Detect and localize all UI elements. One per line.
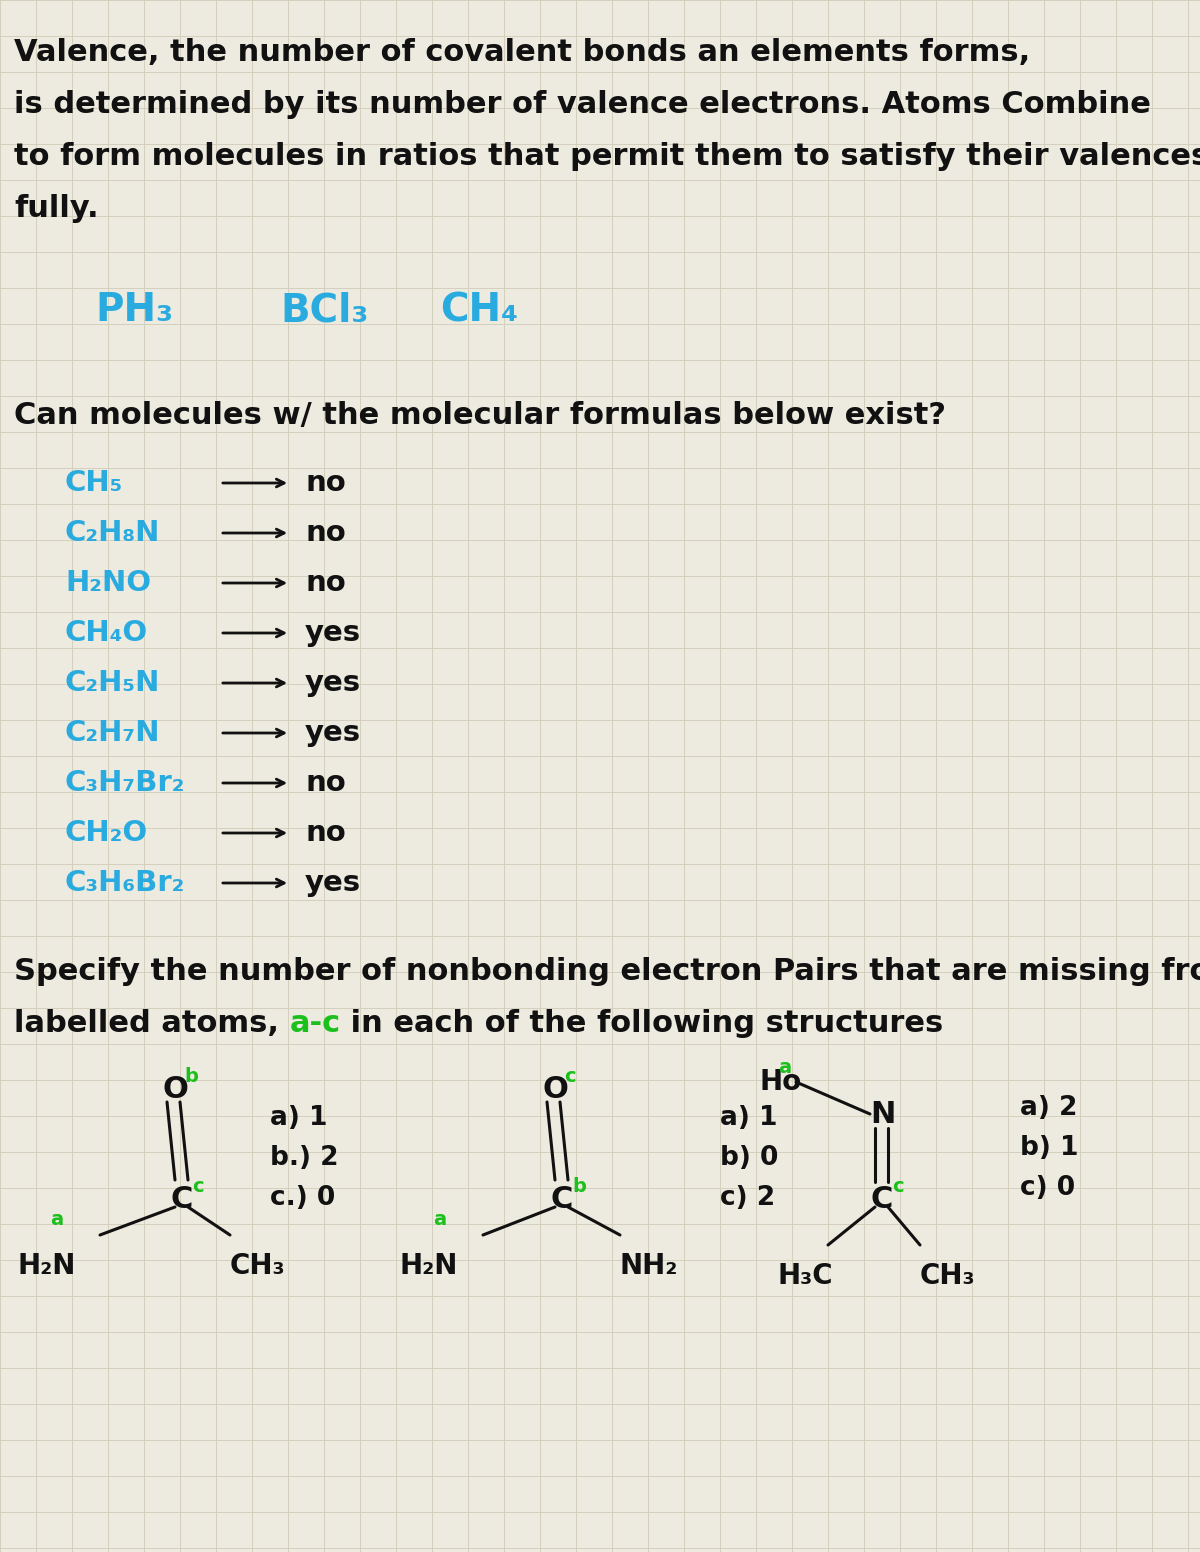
- Text: NH₂: NH₂: [620, 1252, 678, 1280]
- Text: C₃H₆Br₂: C₃H₆Br₂: [65, 869, 185, 897]
- Text: no: no: [305, 819, 346, 847]
- Text: c.) 0: c.) 0: [270, 1186, 335, 1211]
- Text: Ho: Ho: [760, 1068, 803, 1096]
- Text: b: b: [184, 1068, 198, 1086]
- Text: H₃C: H₃C: [778, 1262, 834, 1290]
- Text: b.) 2: b.) 2: [270, 1145, 338, 1172]
- Text: CH₂O: CH₂O: [65, 819, 149, 847]
- Text: C: C: [870, 1186, 893, 1214]
- Text: C₂H₇N: C₂H₇N: [65, 719, 161, 747]
- Text: a) 1: a) 1: [720, 1105, 778, 1131]
- Text: H₂N: H₂N: [17, 1252, 76, 1280]
- Text: CH₅: CH₅: [65, 469, 124, 497]
- Text: b) 0: b) 0: [720, 1145, 779, 1172]
- Text: yes: yes: [305, 669, 361, 697]
- Text: Valence, the number of covalent bonds an elements forms,: Valence, the number of covalent bonds an…: [14, 37, 1031, 67]
- Text: a: a: [778, 1058, 791, 1077]
- Text: c) 2: c) 2: [720, 1186, 775, 1211]
- Text: CH₄: CH₄: [440, 292, 518, 329]
- Text: H₂NO: H₂NO: [65, 570, 151, 598]
- Text: c: c: [564, 1068, 576, 1086]
- Text: to form molecules in ratios that permit them to satisfy their valences: to form molecules in ratios that permit …: [14, 141, 1200, 171]
- Text: in each of the following structures: in each of the following structures: [340, 1009, 943, 1038]
- Text: C₂H₈N: C₂H₈N: [65, 518, 161, 546]
- Text: c: c: [192, 1176, 204, 1197]
- Text: no: no: [305, 518, 346, 546]
- Text: yes: yes: [305, 719, 361, 747]
- Text: labelled atoms,: labelled atoms,: [14, 1009, 289, 1038]
- Text: fully.: fully.: [14, 194, 98, 223]
- Text: b: b: [572, 1176, 586, 1197]
- Text: BCl₃: BCl₃: [280, 292, 368, 329]
- Text: a: a: [433, 1211, 446, 1229]
- Text: C₃H₇Br₂: C₃H₇Br₂: [65, 768, 186, 798]
- Text: a-c: a-c: [290, 1009, 341, 1038]
- Text: C: C: [170, 1186, 192, 1214]
- Text: b) 1: b) 1: [1020, 1135, 1079, 1161]
- Text: a) 2: a) 2: [1020, 1096, 1078, 1121]
- Text: is determined by its number of valence electrons. Atoms Combine: is determined by its number of valence e…: [14, 90, 1151, 120]
- Text: Can molecules w/ the molecular formulas below exist?: Can molecules w/ the molecular formulas …: [14, 400, 946, 430]
- Text: H₂N: H₂N: [400, 1252, 458, 1280]
- Text: a) 1: a) 1: [270, 1105, 328, 1131]
- Text: C: C: [550, 1186, 572, 1214]
- Text: O: O: [542, 1076, 568, 1103]
- Text: a: a: [50, 1211, 64, 1229]
- Text: no: no: [305, 469, 346, 497]
- Text: PH₃: PH₃: [95, 292, 173, 329]
- Text: yes: yes: [305, 619, 361, 647]
- Text: Specify the number of nonbonding electron Pairs that are missing from the: Specify the number of nonbonding electro…: [14, 958, 1200, 986]
- Text: CH₃: CH₃: [920, 1262, 976, 1290]
- Text: c: c: [892, 1176, 904, 1197]
- Text: CH₃: CH₃: [230, 1252, 286, 1280]
- Text: yes: yes: [305, 869, 361, 897]
- Text: c) 0: c) 0: [1020, 1175, 1075, 1201]
- Text: N: N: [870, 1100, 895, 1128]
- Text: O: O: [162, 1076, 188, 1103]
- Text: no: no: [305, 768, 346, 798]
- Text: CH₄O: CH₄O: [65, 619, 149, 647]
- Text: no: no: [305, 570, 346, 598]
- Text: C₂H₅N: C₂H₅N: [65, 669, 161, 697]
